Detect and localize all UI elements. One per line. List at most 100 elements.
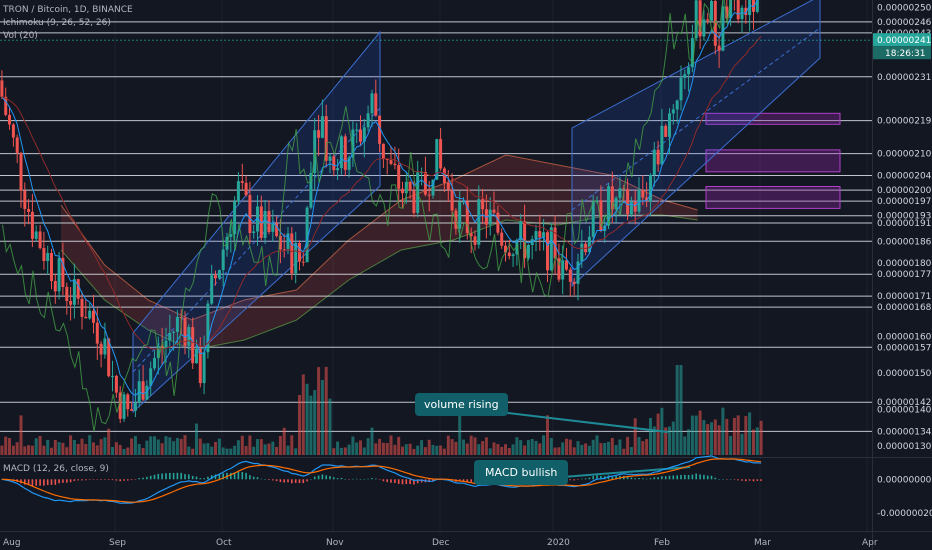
ichimoku-span-a [60,154,698,321]
macd-hist-195 [745,479,747,482]
macd-hist-31 [119,479,121,482]
legend-symbol[interactable]: TRON / Bitcoin, 1D, BINANCE [3,5,133,15]
x-tick-6: Feb [654,538,670,548]
volume-bar-188 [717,425,721,455]
candle-body-94 [359,129,362,142]
macd-hist-174 [664,476,667,480]
macd-hist-150 [573,479,575,481]
candle-body-74 [282,249,286,251]
macd-hist-121 [462,479,465,482]
macd-hist-69 [264,479,266,480]
macd-hist-93 [355,478,358,480]
candle-body-46 [175,317,179,332]
volume-bar-60 [229,448,233,455]
macd-hist-96 [367,478,369,480]
y-tick-11: 0.00000186 [877,237,932,247]
y-tick-21: 0.00000134 [877,427,932,437]
candle-body-86 [328,156,332,161]
macd-hist-193 [737,479,739,481]
macd-hist-60 [230,472,232,480]
volume-bar-114 [435,445,439,455]
volume-bar-151 [576,441,580,455]
candle-body-45 [172,331,176,333]
macd-hist-12 [46,479,49,485]
volume-bar-170 [649,418,652,455]
y-tick-22: 0.00000130 [877,442,932,452]
candle-body-67 [256,206,259,232]
macd-hist-53 [203,478,205,480]
volume-bar-61 [233,445,237,455]
volume-bar-198 [755,427,759,455]
macd-hist-192 [733,479,736,480]
macd-hist-86 [329,476,331,480]
macd-hist-67 [256,477,259,480]
candle-body-190 [725,6,729,19]
volume-bar-101 [385,443,389,455]
macd-hist-7 [27,479,30,486]
macd-hist-168 [642,478,644,480]
volume-bar-26 [99,439,103,455]
candle-body-20 [76,279,80,299]
macd-hist-76 [291,479,293,484]
volume-bar-84 [320,380,324,455]
candle-body-65 [248,195,252,233]
candle-body-151 [576,261,580,284]
candle-body-24 [92,310,95,323]
macd-tick-0: 0.00000000 [877,475,932,485]
candle-body-78 [298,243,301,262]
legend-ichimoku[interactable]: Ichimoku (9, 26, 52, 26) [3,18,111,28]
macd-hist-104 [397,479,400,484]
candle-body-164 [626,189,630,215]
candle-body-23 [88,310,92,319]
countdown-bg [873,46,931,60]
candle-body-19 [72,279,76,305]
volume-bar-199 [759,420,763,455]
volume-bar-47 [179,438,183,455]
volume-bar-43 [164,436,168,455]
candle-body-3 [11,124,15,138]
candle-body-50 [191,327,195,364]
candle-body-66 [252,231,256,233]
macd-hist-14 [54,479,57,485]
volume-bar-158 [603,443,607,455]
volume-bar-91 [347,444,351,455]
candle-body-73 [278,236,282,250]
candle-body-135 [515,239,519,255]
macd-hist-62 [237,471,240,480]
macd-hist-42 [161,473,163,480]
candle-body-15 [57,257,61,292]
macd-hist-164 [626,477,629,480]
candle-body-83 [317,130,321,138]
candle-body-55 [210,275,214,304]
legend-vol[interactable]: Vol (20) [3,31,38,41]
volume-bar-80 [305,383,309,455]
candle-body-154 [587,236,591,253]
volume-bar-146 [557,447,561,455]
macd-hist-186 [710,475,713,480]
candle-body-72 [275,223,279,236]
candle-body-80 [305,207,309,263]
volume-bar-57 [217,438,221,455]
candle-body-153 [584,243,588,253]
zone-1 [705,149,841,173]
candle-body-108 [412,190,416,213]
zone-0 [705,112,841,125]
candle-body-42 [160,345,164,349]
legend-macd[interactable]: MACD (12, 26, close, 9) [3,464,109,474]
volume-bar-81 [309,395,313,455]
volume-bar-90 [343,447,347,455]
candle-body-146 [557,258,561,280]
volume-bar-3 [11,445,15,455]
macd-hist-18 [69,479,72,483]
macd-hist-98 [375,478,377,480]
volume-bar-56 [214,441,217,455]
candle-body-195 [744,7,748,16]
candle-body-61 [233,201,237,235]
candle-body-112 [427,194,431,196]
volume-bar-93 [355,442,359,455]
volume-bar-177 [675,365,679,455]
candle-body-12 [46,253,50,261]
macd-hist-66 [252,476,255,480]
volume-bar-0 [0,445,4,455]
